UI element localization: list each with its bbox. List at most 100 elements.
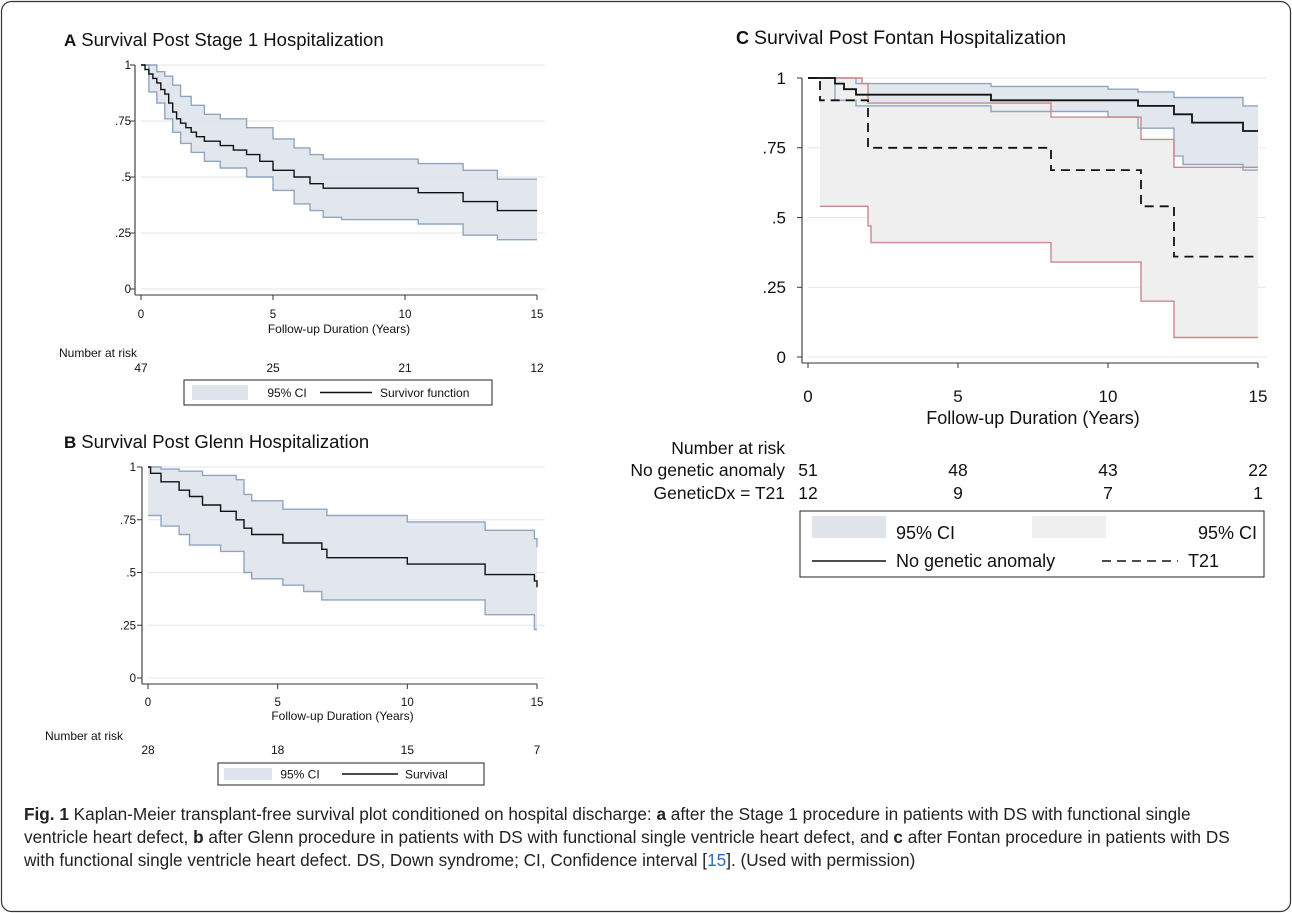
panel-b-risk-label: Number at risk — [45, 729, 124, 743]
panel-b-y-tick-label: 0 — [130, 673, 136, 685]
panel-c-letter: C — [736, 28, 749, 48]
panel-c-legend-label: T21 — [1188, 551, 1219, 571]
panel-a-y-tick-label: .25 — [115, 228, 131, 240]
panel-a-title: A Survival Post Stage 1 Hospitalization — [64, 29, 384, 50]
panel-b-title: B Survival Post Glenn Hospitalization — [64, 431, 369, 452]
panel-a-title-text: Survival Post Stage 1 Hospitalization — [81, 29, 383, 50]
panel-c-risk-value: 22 — [1248, 460, 1267, 480]
panel-c-legend-label: No genetic anomaly — [896, 551, 1055, 571]
panel-b-risk-value: 15 — [401, 743, 415, 757]
caption-text-2: after the Stage 1 procedure in patients … — [24, 804, 1191, 847]
panel-b-y-tick-label: 1 — [130, 462, 136, 474]
panel-c-title-text: Survival Post Fontan Hospitalization — [754, 27, 1066, 49]
panel-a-x-tick-label: 15 — [531, 309, 544, 321]
panel-a-legend-label: 95% CI — [267, 386, 306, 400]
panel-b-x-tick-label: 10 — [401, 697, 414, 709]
panel-c-legend: 95% CI 95% CI No genetic anomaly T21 — [799, 510, 1265, 578]
panel-a-survival-line-main — [141, 64, 537, 212]
panel-c-x-axis-label: Follow-up Duration (Years) — [926, 408, 1139, 428]
panel-c-x-tick-label: 5 — [953, 387, 962, 406]
panel-b-x-tick-label: 0 — [145, 697, 151, 709]
panel-c-risk-value: 43 — [1098, 460, 1117, 480]
panel-c-legend-swatch-ci — [812, 516, 886, 538]
panel-b-x-axis-label: Follow-up Duration (Years) — [271, 709, 413, 723]
panel-b-risk-value: 7 — [534, 743, 541, 757]
panel-c-legend-swatch-ci — [1032, 516, 1106, 538]
panel-c-y-tick-label: .75 — [762, 139, 786, 158]
panel-b-y-tick-label: .25 — [120, 620, 136, 632]
caption-panel-b: b — [193, 827, 204, 847]
panel-c-ci-band — [808, 78, 1258, 171]
panel-c-survival-line-main — [808, 77, 1258, 132]
panel-b-survival-line-main — [148, 466, 538, 588]
panel-b-x-tick-label: 15 — [531, 697, 544, 709]
panel-a-risk-label: Number at risk — [59, 346, 138, 360]
panel-a-risk-value: 21 — [398, 361, 412, 375]
caption-text-3: after Glenn procedure in patients with D… — [203, 827, 894, 847]
panel-a-ci-lower-line — [141, 64, 537, 241]
caption-panel-a: a — [656, 804, 667, 824]
panel-c-risk-value: 9 — [953, 483, 963, 503]
panel-c-y-tick-label: .5 — [772, 208, 786, 227]
panel-c-legend-label: 95% CI — [1198, 523, 1257, 543]
panel-c-ci-upper-line — [820, 77, 1258, 168]
panel-a-y-tick-label: .5 — [121, 172, 131, 184]
panel-b-ci-lower-line — [148, 514, 537, 631]
panel-c-survival-line-t21 — [808, 77, 1258, 258]
panel-c-y-tick-label: .25 — [762, 278, 786, 297]
panel-a-letter: A — [64, 31, 76, 50]
panel-c-x-tick-label: 10 — [1099, 387, 1118, 406]
panel-c-legend-label: 95% CI — [896, 523, 955, 543]
caption-text-4: after Fontan procedure in patients with … — [24, 827, 1230, 870]
panel-b-legend: 95% CI Survival — [217, 762, 485, 786]
caption-fig-label: Fig. 1 — [24, 804, 69, 824]
panel-a-y-tick-label: 0 — [125, 284, 131, 296]
panel-c-risk-row-name: No genetic anomaly — [630, 460, 785, 480]
panel-c-ci-band — [820, 78, 1258, 338]
panel-c-risk-value: 48 — [948, 460, 967, 480]
panel-a-risk-value: 47 — [134, 361, 148, 375]
panel-b-letter: B — [64, 433, 76, 452]
panel-c-risk-value: 51 — [798, 460, 817, 480]
panel-a-legend-label: Survivor function — [380, 386, 469, 400]
panel-c-title: C Survival Post Fontan Hospitalization — [736, 27, 1066, 49]
panel-c: C Survival Post Fontan Hospitalization 0 .2… — [630, 27, 1268, 578]
panel-a: A Survival Post Stage 1 Hospitalization 0.… — [59, 29, 545, 406]
caption-reference-link[interactable]: 15 — [707, 850, 727, 870]
panel-c-y-tick-label: 0 — [777, 348, 786, 367]
panel-a-y-tick-label: .75 — [115, 116, 131, 128]
panel-a-x-axis-label: Follow-up Duration (Years) — [268, 322, 410, 336]
panel-b-risk-value: 28 — [141, 743, 155, 757]
panel-a-risk-value: 25 — [266, 361, 280, 375]
panel-a-ci-band — [141, 65, 537, 240]
panel-c-ci-upper-line — [808, 77, 1258, 107]
panel-b-y-tick-label: .75 — [120, 515, 136, 527]
caption-text-1: Kaplan-Meier transplant-free survival pl… — [68, 804, 657, 824]
panel-a-x-tick-label: 10 — [399, 309, 412, 321]
panel-b-ci-upper-line — [148, 466, 538, 548]
panel-c-risk-value: 7 — [1103, 483, 1113, 503]
panel-b-ci-band — [148, 467, 537, 630]
panel-c-ci-lower-line — [820, 205, 1258, 339]
panel-c-x-tick-label: 15 — [1249, 387, 1268, 406]
panel-a-legend: 95% CI Survivor function — [183, 379, 493, 406]
figure-caption: Fig. 1 Kaplan-Meier transplant-free surv… — [24, 803, 1254, 872]
panel-c-risk-row-name: GeneticDx = T21 — [654, 483, 785, 503]
panel-a-y-tick-label: 1 — [125, 60, 131, 72]
panel-b: B Survival Post Glenn Hospitalization 0 .25… — [45, 431, 545, 786]
panel-b-y-tick-label: .5 — [126, 568, 136, 580]
panel-a-risk-value: 12 — [530, 361, 544, 375]
panel-c-risk-label: Number at risk — [671, 438, 785, 458]
panel-b-legend-label: Survival — [405, 767, 448, 781]
panel-a-x-tick-label: 5 — [270, 309, 276, 321]
panel-c-x-tick-label: 0 — [803, 387, 812, 406]
panel-b-risk-value: 18 — [271, 743, 285, 757]
panel-b-legend-swatch-ci — [224, 768, 272, 780]
caption-panel-c: c — [893, 827, 903, 847]
panel-a-legend-swatch-ci — [192, 385, 248, 400]
panel-a-ci-upper-line — [141, 64, 537, 180]
panel-b-title-text: Survival Post Glenn Hospitalization — [81, 431, 369, 452]
